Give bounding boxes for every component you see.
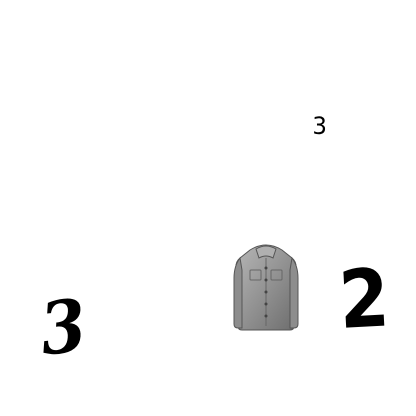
digit-left-three: 3 <box>36 282 91 372</box>
shirt-icon <box>233 244 299 331</box>
digit-right-two: 2 <box>336 251 392 347</box>
digit-small-three: 3 <box>312 112 327 140</box>
